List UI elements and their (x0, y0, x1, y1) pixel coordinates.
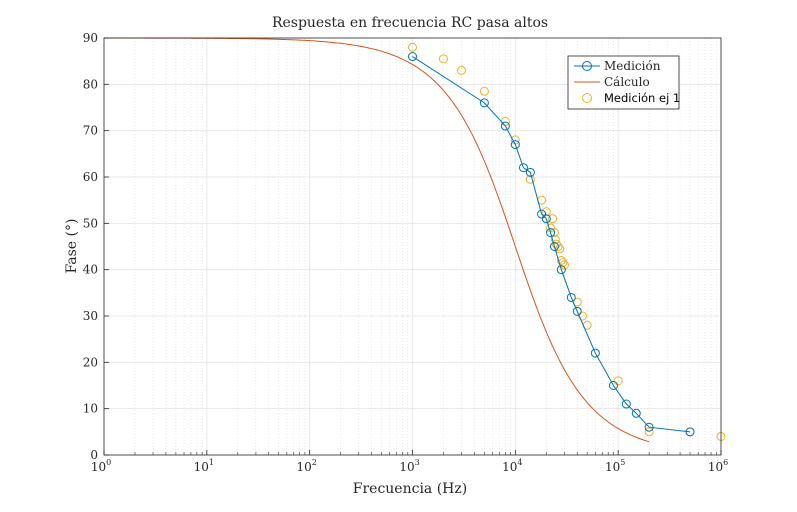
legend-label-medicion-ej-1: Medición ej 1 (604, 91, 680, 105)
legend-item-medicion-ej-1: Medición ej 1 (582, 91, 680, 105)
x-tick-label: 102 (296, 458, 316, 474)
y-tick-label: 90 (83, 31, 98, 45)
series-medicion-point (644, 422, 654, 432)
y-tick-label: 60 (83, 170, 98, 184)
series-medicion-point (549, 242, 559, 251)
x-tick-exponent: 4 (517, 458, 522, 467)
series-medicion-point (500, 121, 510, 131)
legend-label-medicion: Medición (604, 59, 661, 73)
y-tick-label: 10 (83, 402, 98, 416)
x-tick-label: 101 (194, 458, 214, 474)
legend-swatch-medicion-ej-1-marker (582, 93, 592, 103)
y-tick-label: 20 (83, 355, 98, 369)
series-calculo-line (104, 37, 650, 443)
series-medicion-ej-1-point (408, 42, 417, 52)
x-tick-label: 106 (708, 458, 728, 474)
series-medicion-line (412, 56, 691, 433)
chart-title: Respuesta en frecuencia RC pasa altos (272, 15, 548, 31)
legend-item-medicion: Medición (574, 59, 661, 73)
series-medicion-ej-1-point (556, 255, 566, 265)
series-medicion-ej-1-point (541, 207, 551, 217)
series-medicion-ej-1-point (500, 116, 510, 126)
legend-swatch-medicion-marker (582, 61, 592, 71)
x-axis-label: Frecuencia (Hz) (353, 481, 467, 497)
x-tick-exponent: 2 (312, 458, 317, 467)
x-tick-label: 105 (605, 458, 625, 474)
series-medicion-point (556, 265, 566, 275)
x-tick-exponent: 6 (723, 458, 728, 467)
series-medicion-point (572, 306, 582, 316)
y-tick-label: 40 (83, 263, 98, 277)
series-medicion-point (408, 52, 417, 62)
y-tick-label: 0 (90, 448, 98, 462)
series-medicion-ej-1-point (457, 65, 467, 75)
legend: Medición Cálculo Medición ej 1 (567, 55, 680, 110)
series-medicion-ej-1-point (438, 54, 448, 64)
series-medicion-point (537, 209, 547, 219)
x-tick-exponent: 1 (209, 458, 214, 467)
x-tick-exponent: 5 (620, 458, 625, 467)
series-medicion-point (541, 214, 551, 224)
y-tick-label: 50 (83, 216, 98, 230)
series-medicion-point (479, 98, 489, 108)
series-medicion-ej-1-point (644, 427, 654, 437)
series-medicion-point (621, 399, 631, 409)
series-medicion-point (525, 167, 535, 177)
series-medicion-point (546, 228, 556, 238)
series-medicion-ej-1-point (548, 214, 558, 224)
x-tick-exponent: 3 (415, 458, 420, 467)
series-medicion-ej-1-point (613, 376, 623, 386)
series-medicion-point (631, 408, 641, 418)
series-medicion-ej-1-point (555, 244, 565, 254)
series-medicion-ej-1-point (551, 239, 561, 249)
series-medicion-point (685, 427, 695, 437)
y-axis-label: Fase (°) (64, 219, 80, 274)
y-tick-label: 80 (83, 77, 98, 91)
y-tick-label: 30 (83, 309, 98, 323)
y-tick-label: 70 (83, 124, 98, 138)
series-medicion-point (518, 163, 528, 173)
legend-label-calculo: Cálculo (604, 75, 650, 89)
legend-item-calculo: Cálculo (574, 75, 650, 89)
series-medicion-point (566, 292, 576, 302)
x-tick-label: 104 (502, 458, 522, 474)
x-tick-label: 103 (399, 458, 419, 474)
series-medicion-ej-1-point (525, 174, 535, 184)
series-medicion-ej-1-point (578, 311, 588, 321)
series-medicion-ej-1-point (479, 86, 489, 96)
series-medicion-point (510, 140, 520, 150)
series-medicion-point (590, 348, 600, 358)
x-tick-exponent: 0 (106, 458, 111, 467)
series-medicion-point (608, 381, 618, 390)
